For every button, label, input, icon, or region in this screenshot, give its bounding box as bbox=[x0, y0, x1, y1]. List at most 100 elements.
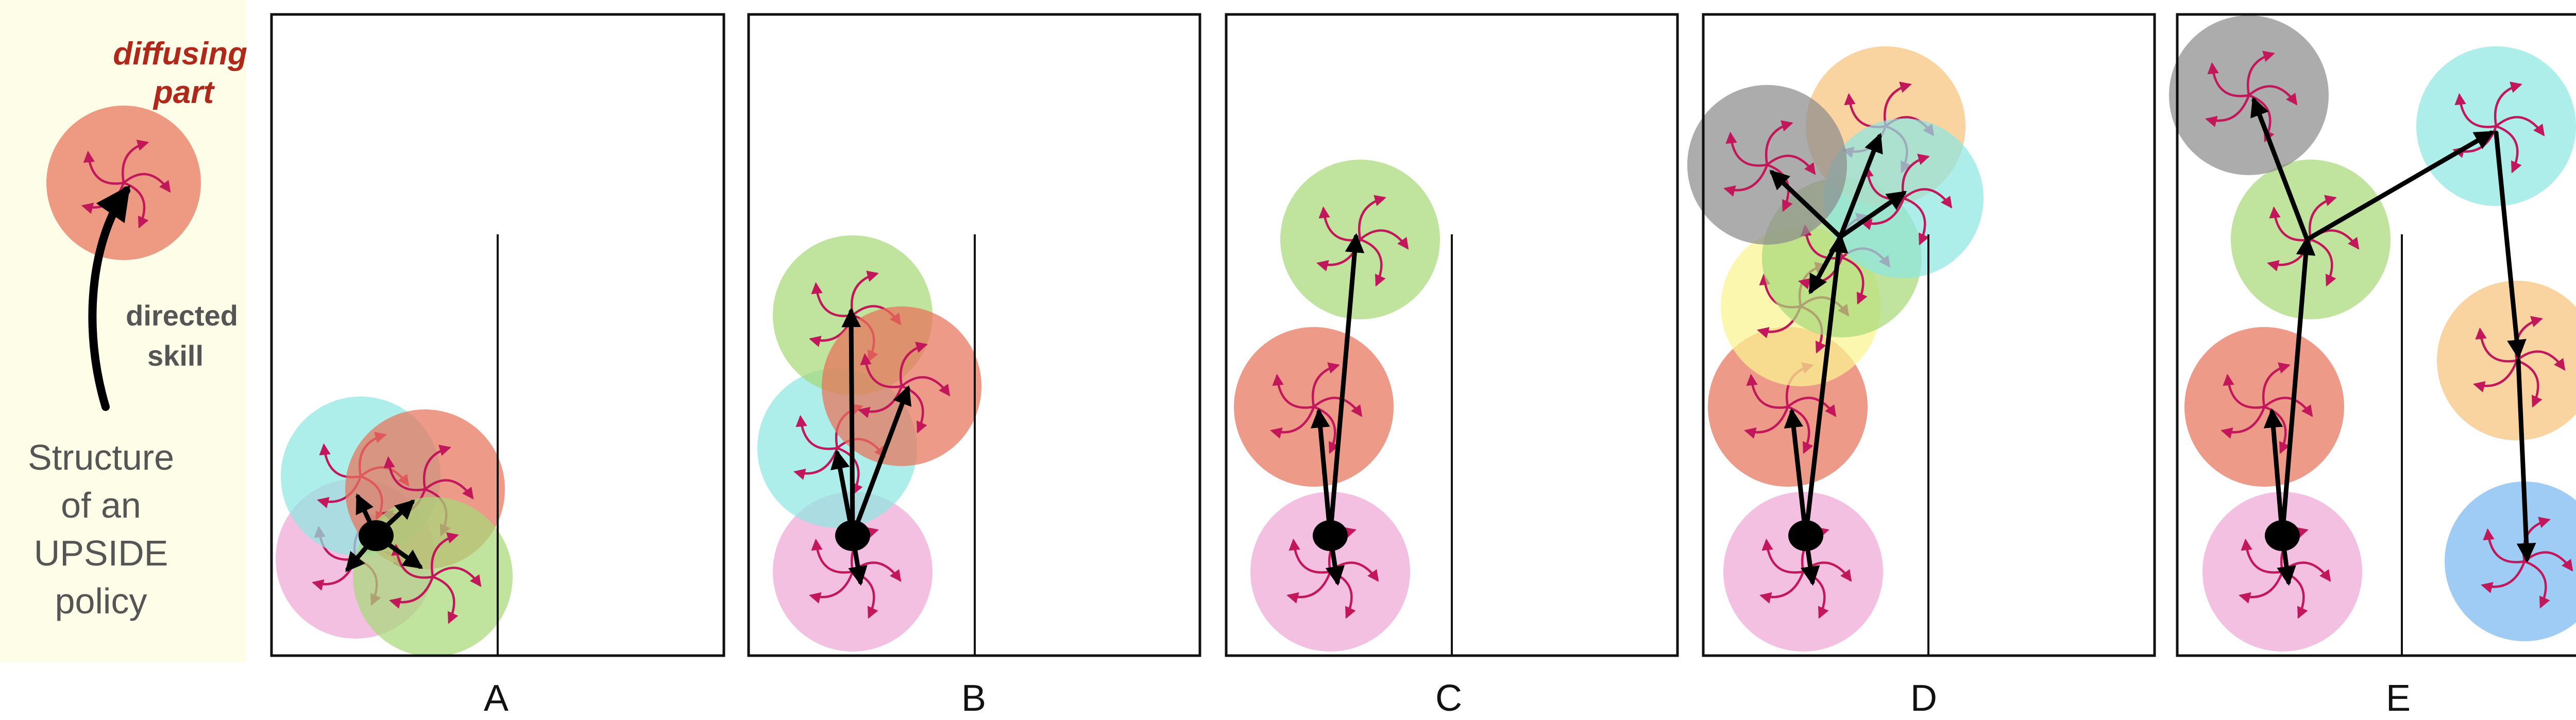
panel-e-label: E bbox=[2386, 678, 2411, 719]
e-bubble-salmon-diffusing-arrow-4 bbox=[2221, 405, 2266, 439]
d-bubble-pink-diffusing-arrow-5 bbox=[1761, 538, 1805, 574]
e-bubble-cyan-diffusing-arrow-5 bbox=[2454, 93, 2498, 128]
e-bubble-grey bbox=[2169, 15, 2329, 175]
b-bubble-salmon-diffusing-arrow-1 bbox=[899, 341, 928, 388]
d-skill-orange bbox=[1838, 132, 1883, 239]
panel-frame-e bbox=[2176, 13, 2576, 657]
d-bubble-salmon-diffusing-arrow-2 bbox=[1786, 397, 1837, 417]
e-skill-blue bbox=[2516, 358, 2536, 563]
e-bubble-cyan-diffusing-arrow-1 bbox=[2494, 81, 2522, 128]
d-skill-green bbox=[1803, 233, 1849, 538]
d-bubble-orange-diffusing-arrow-1 bbox=[1883, 81, 1912, 128]
a-skill-1 bbox=[355, 493, 379, 538]
d-bubble-salmon-diffusing-arrow-5 bbox=[1746, 373, 1789, 409]
a-bubble-green-diffusing-arrow-4 bbox=[389, 575, 434, 609]
c-skill-pink bbox=[1325, 533, 1345, 586]
e-bubble-orange-diffusing-arrow-4 bbox=[2473, 359, 2518, 392]
a-skill-4 bbox=[374, 533, 423, 569]
panel-frames-layer bbox=[270, 13, 2576, 657]
d-bubble-cyan-diffusing-arrow-3 bbox=[1902, 197, 1929, 246]
panel-d-label: D bbox=[1910, 678, 1937, 719]
c-bubble-pink-diffusing-arrow-5 bbox=[1289, 538, 1332, 574]
d-bubble-grey-diffusing-arrow-5 bbox=[1725, 131, 1769, 167]
a-bubble-salmon-diffusing-arrow-5 bbox=[383, 456, 427, 491]
directed-skill-arrows-layer bbox=[88, 96, 2536, 586]
c-skill-salmon bbox=[1310, 408, 1333, 538]
legend-structure-line-2: of an bbox=[61, 485, 141, 525]
panel-c-label: C bbox=[1435, 678, 1462, 719]
legend-structure-line-1: Structure bbox=[28, 437, 174, 477]
d-bubble-cyan bbox=[1824, 118, 1984, 278]
d-skill-cyan bbox=[1838, 191, 1907, 239]
e-bubble-salmon-diffusing-arrow-2 bbox=[2263, 397, 2313, 417]
a-bubble-green-diffusing-arrow-3 bbox=[431, 575, 459, 624]
e-skill-orange bbox=[2494, 130, 2527, 359]
legend-skill-label: skill bbox=[147, 339, 204, 372]
b-skill-green bbox=[841, 307, 861, 538]
legend-structure-line-4: policy bbox=[55, 581, 147, 621]
d-bubble-green-diffusing-arrow-3 bbox=[1840, 256, 1868, 305]
d-skill-grey bbox=[1769, 169, 1843, 239]
a-skill-3 bbox=[345, 533, 379, 572]
a-bubble-salmon-diffusing-arrow-2 bbox=[423, 479, 474, 500]
e-bubble-green-diffusing-arrow-1 bbox=[2308, 195, 2337, 241]
d-bubble-grey-diffusing-arrow-1 bbox=[1765, 120, 1793, 166]
a-bubble-green-diffusing-arrow-1 bbox=[430, 532, 459, 578]
b-bubble-salmon bbox=[822, 306, 981, 466]
e-skill-salmon bbox=[2263, 408, 2285, 538]
a-bubble-green-diffusing-arrow-5 bbox=[391, 543, 434, 579]
legend-structure-line-3: UPSIDE bbox=[34, 533, 168, 573]
c-skill-green bbox=[1328, 233, 1365, 538]
d-bubble-grey-diffusing-arrow-2 bbox=[1766, 155, 1816, 175]
e-bubble-salmon-diffusing-arrow-1 bbox=[2262, 362, 2291, 408]
b-bubble-cyan-diffusing-arrow-5 bbox=[795, 415, 839, 450]
e-skill-grey bbox=[2250, 96, 2310, 242]
c-bubble-green bbox=[1280, 160, 1440, 319]
b-bubble-pink-diffusing-arrow-5 bbox=[811, 538, 854, 574]
a-bubble-green-diffusing-arrow-2 bbox=[431, 567, 482, 587]
d-bubble-pink-diffusing-arrow-4 bbox=[1759, 570, 1805, 604]
legend-bubble-diffusing-arrow-1 bbox=[121, 140, 149, 184]
c-bubble-green-diffusing-arrow-3 bbox=[1359, 238, 1386, 287]
c-bubble-salmon-diffusing-arrow-2 bbox=[1312, 397, 1363, 417]
c-bubble-salmon bbox=[1234, 327, 1394, 487]
e-skill-green bbox=[2280, 235, 2316, 538]
e-bubble-orange-diffusing-arrow-3 bbox=[2515, 359, 2543, 408]
skill-bubbles-layer bbox=[46, 15, 2576, 657]
e-bubble-cyan bbox=[2416, 46, 2576, 206]
e-bubble-orange bbox=[2437, 281, 2576, 440]
e-bubble-salmon-diffusing-arrow-5 bbox=[2223, 373, 2266, 409]
a-bubble-salmon-diffusing-arrow-1 bbox=[422, 444, 451, 491]
d-bubble-grey-diffusing-arrow-4 bbox=[1723, 163, 1769, 197]
legend-bubble-diffusing-arrow-5 bbox=[83, 150, 125, 185]
b-skill-salmon bbox=[850, 385, 912, 538]
legend-directed-skill-arrow bbox=[88, 184, 130, 411]
e-bubble-pink-diffusing-arrow-5 bbox=[2241, 538, 2284, 574]
b-skill-pink bbox=[848, 533, 868, 586]
b-skill-cyan bbox=[830, 449, 855, 538]
e-bubble-grey-diffusing-arrow-4 bbox=[2205, 94, 2250, 127]
legend-directed-label: directed bbox=[126, 299, 238, 332]
e-bubble-blue bbox=[2445, 482, 2576, 641]
legend-bubble-diffusing-arrow-2 bbox=[122, 173, 171, 193]
d-skill-salmon bbox=[1784, 408, 1808, 538]
legend-part-label: part bbox=[152, 75, 215, 110]
d-skill-pink bbox=[1800, 533, 1820, 586]
e-bubble-orange-diffusing-arrow-5 bbox=[2475, 327, 2518, 363]
e-bubble-salmon bbox=[2184, 327, 2344, 487]
e-bubble-blue-diffusing-arrow-3 bbox=[2523, 560, 2550, 609]
legend-bubble bbox=[46, 106, 201, 260]
e-bubble-cyan-diffusing-arrow-2 bbox=[2495, 116, 2545, 136]
d-skill-yellow bbox=[1808, 234, 1843, 295]
panel-b-label: B bbox=[961, 678, 986, 719]
e-skill-pink bbox=[2277, 533, 2296, 586]
c-bubble-green-diffusing-arrow-2 bbox=[1359, 229, 1409, 250]
c-bubble-green-diffusing-arrow-1 bbox=[1358, 195, 1386, 241]
e-bubble-green-diffusing-arrow-3 bbox=[2309, 238, 2336, 287]
d-bubble-cyan-diffusing-arrow-2 bbox=[1902, 188, 1953, 209]
legend-diffusing-label: diffusing bbox=[113, 36, 247, 72]
c-bubble-salmon-diffusing-arrow-5 bbox=[1272, 373, 1315, 409]
panel-a-label: A bbox=[484, 678, 509, 719]
e-skill-cyan bbox=[2304, 130, 2495, 242]
